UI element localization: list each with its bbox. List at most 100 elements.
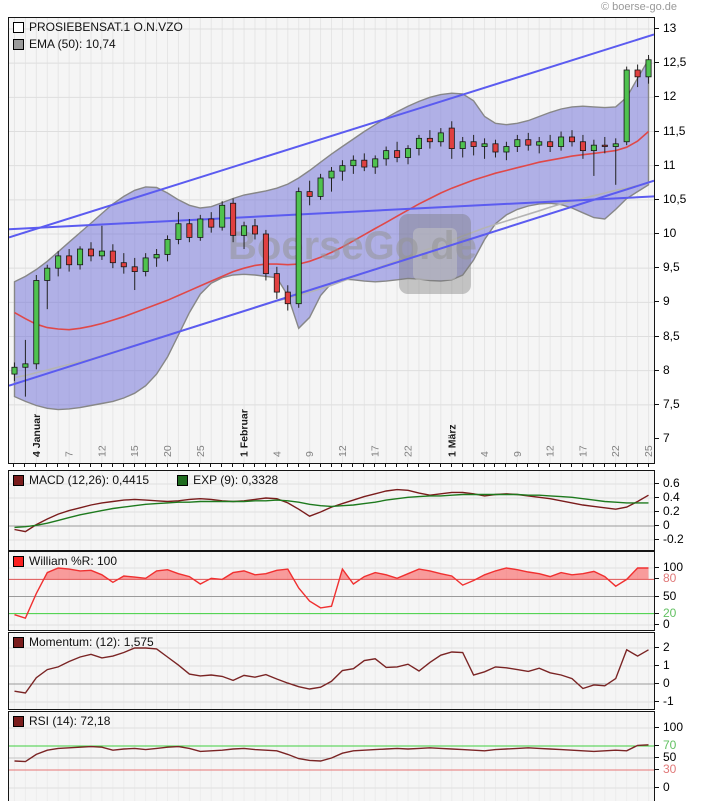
x-tick — [46, 463, 48, 467]
candle — [98, 250, 105, 257]
x-tick — [396, 463, 398, 467]
candle — [372, 158, 379, 168]
momentum-line — [14, 647, 649, 694]
y-tick-label: 0 — [663, 617, 670, 631]
candle — [317, 177, 324, 197]
candle — [623, 69, 630, 143]
y-tick — [654, 567, 659, 568]
x-tick — [79, 463, 81, 467]
date-label: 25 — [643, 445, 654, 457]
macd-swatch — [13, 474, 24, 486]
date-label: 17 — [577, 445, 589, 457]
symbol-swatch — [13, 21, 24, 33]
candle — [295, 191, 302, 305]
candle — [306, 191, 313, 197]
x-tick — [450, 463, 452, 467]
date-label: 12 — [545, 445, 557, 457]
candle — [394, 150, 401, 158]
candle — [558, 136, 565, 147]
candle — [22, 363, 29, 368]
y-tick — [654, 539, 659, 540]
x-tick — [286, 463, 288, 467]
x-tick — [614, 463, 616, 467]
x-tick — [385, 463, 387, 467]
y-axis-macd: 0.6 0.4 0.2 0 -0.2 — [654, 470, 720, 549]
x-tick — [494, 463, 496, 467]
x-tick — [374, 463, 376, 467]
y-tick-label: -0.2 — [663, 532, 684, 546]
y-tick-label: 2 — [663, 640, 670, 654]
y-tick — [654, 164, 659, 166]
date-label: 25 — [195, 445, 207, 457]
candle — [251, 225, 258, 235]
x-tick — [210, 463, 212, 467]
candle — [426, 137, 433, 143]
y-tick — [654, 787, 659, 788]
x-tick — [308, 463, 310, 467]
william-label: William %R: 100 — [29, 554, 118, 568]
y-tick — [654, 198, 659, 200]
y-tick-label: 0 — [663, 676, 670, 690]
momentum-swatch — [13, 636, 24, 648]
momentum-panel — [8, 632, 655, 710]
candle — [547, 141, 554, 147]
x-tick — [625, 463, 627, 467]
candle — [186, 223, 193, 238]
candle — [645, 59, 652, 78]
candle — [262, 233, 269, 275]
date-label: 20 — [162, 445, 174, 457]
candle — [579, 141, 586, 152]
date-label: 22 — [403, 445, 415, 457]
rsi-panel — [8, 711, 655, 801]
x-tick — [636, 463, 638, 467]
candle — [590, 144, 597, 152]
date-label: 7 — [64, 451, 76, 457]
rsi-label: RSI (14): 72,18 — [29, 714, 111, 728]
x-tick — [538, 463, 540, 467]
candle — [219, 204, 226, 228]
y-tick-label: 12,5 — [663, 55, 687, 70]
y-tick-label: 9,5 — [663, 260, 680, 275]
y-tick — [654, 403, 659, 405]
y-tick-label: 80 — [663, 571, 677, 586]
date-label: 1 März — [446, 424, 458, 457]
date-label: 12 — [96, 445, 108, 457]
x-tick — [319, 463, 321, 467]
candle — [241, 225, 248, 236]
william-swatch — [13, 555, 24, 567]
x-tick — [100, 463, 102, 467]
x-tick — [363, 463, 365, 467]
y-tick-label: 10 — [663, 226, 677, 240]
y-tick — [654, 769, 659, 770]
y-tick — [654, 28, 659, 29]
candle — [612, 143, 619, 147]
candle — [328, 170, 335, 179]
date-label: 12 — [337, 445, 349, 457]
date-label: 4 — [271, 451, 283, 457]
watermark-text: BoerseGo.de — [228, 224, 477, 268]
legend-item-rsi: RSI (14): 72,18 — [13, 714, 110, 728]
y-tick-label: -1 — [663, 694, 674, 708]
y-tick-label: 1 — [663, 658, 670, 672]
y-tick — [654, 335, 659, 337]
y-tick-label: 20 — [663, 605, 677, 620]
ema50-label: EMA (50): 10,74 — [29, 37, 116, 51]
y-tick — [654, 438, 659, 439]
x-tick — [571, 463, 572, 467]
x-tick — [111, 463, 113, 467]
legend-item-william: William %R: 100 — [13, 554, 117, 568]
y-tick — [654, 612, 659, 614]
date-label: 15 — [129, 445, 141, 457]
y-tick — [654, 647, 659, 648]
y-tick — [654, 624, 659, 625]
y-tick — [654, 267, 659, 269]
candle — [87, 248, 94, 257]
date-label: 17 — [370, 445, 382, 457]
x-tick — [330, 463, 332, 467]
candle — [284, 291, 291, 305]
y-tick-label: 8,5 — [663, 328, 680, 343]
macd-label: MACD (12,26): 0,4415 — [29, 473, 150, 487]
trendline — [9, 195, 654, 231]
candle — [142, 257, 149, 272]
